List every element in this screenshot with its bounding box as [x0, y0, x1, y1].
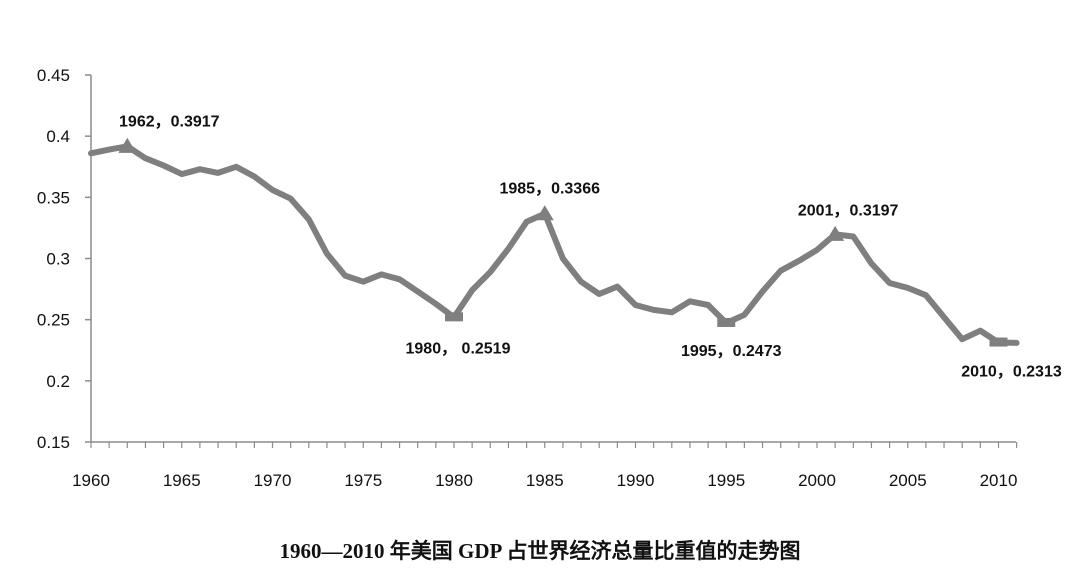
peak-marker	[826, 225, 845, 241]
trough-marker	[717, 317, 736, 327]
data-label: 1995，0.2473	[681, 343, 782, 360]
y-tick-label: 0.45	[37, 66, 70, 85]
y-axis: 0.15 0.2 0.25 0.3 0.35 0.4 0.45	[37, 66, 92, 452]
x-tick-label: 1975	[344, 471, 382, 490]
y-tick-label: 0.4	[46, 127, 70, 146]
x-tick-label: 1965	[163, 471, 201, 490]
peak-marker	[118, 137, 137, 153]
y-tick-label: 0.25	[37, 311, 70, 330]
data-label: 1980， 0.2519	[406, 340, 511, 357]
data-label: 1985，0.3366	[499, 181, 600, 198]
y-tick-label: 0.35	[37, 188, 70, 207]
y-tick-label: 0.3	[46, 250, 70, 269]
x-tick-label: 1995	[707, 471, 745, 490]
data-label: 2010，0.2313	[961, 364, 1062, 381]
x-tick-label: 1970	[254, 471, 292, 490]
series-line	[88, 143, 1020, 346]
trough-marker	[445, 312, 463, 322]
annotation-group: 1962，0.3917 1980， 0.2519 1985，0.3366 1995，0…	[118, 113, 1062, 381]
x-tick-label: 1985	[526, 471, 564, 490]
x-tick-label: 1960	[72, 471, 110, 490]
x-tick-label: 1980	[435, 471, 473, 490]
y-tick-label: 0.15	[37, 433, 70, 452]
x-tick-label: 2005	[889, 471, 927, 490]
x-axis: 1960 1965 1970 1975 1980 1985 1990 1995 2000 2005…	[72, 441, 1018, 490]
data-label: 2001，0.3197	[798, 202, 899, 219]
peak-marker	[535, 205, 554, 221]
series-group	[88, 143, 1020, 346]
x-tick-label: 1990	[617, 471, 655, 490]
chart-title: 1960—2010 年美国 GDP 占世界经济总量比重值的走势图	[279, 539, 801, 563]
x-tick-label: 2010	[980, 471, 1018, 490]
x-tick-label: 2000	[798, 471, 836, 490]
data-label: 1962，0.3917	[119, 113, 220, 130]
y-tick-label: 0.2	[46, 372, 70, 391]
trough-marker	[989, 337, 1008, 347]
